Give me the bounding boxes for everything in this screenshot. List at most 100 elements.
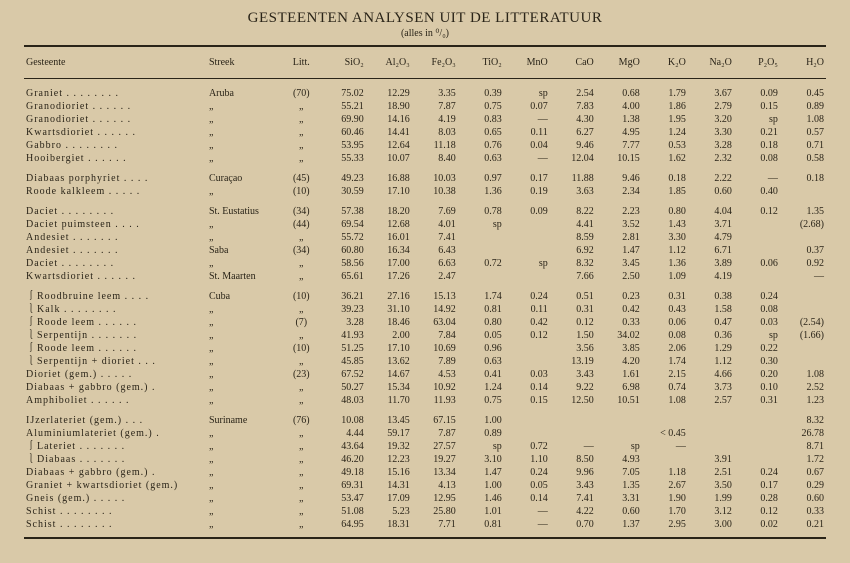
cell-gesteente: Graniet . . . . . . . . [24, 87, 207, 100]
cell-value: 1.58 [688, 303, 734, 316]
cell-value: 65.61 [320, 270, 366, 283]
cell-value: 1.79 [642, 87, 688, 100]
cell-streek: „ [207, 394, 283, 407]
cell-value [734, 244, 780, 257]
cell-value: < 0.45 [642, 427, 688, 440]
cell-gesteente: ⎰Roode leem . . . . . . [24, 342, 207, 355]
cell-litt: (45) [283, 172, 320, 185]
cell-value: 2.34 [596, 185, 642, 198]
cell-value: 13.62 [366, 355, 412, 368]
cell-streek: „ [207, 218, 283, 231]
cell-value: 7.87 [412, 427, 458, 440]
cell-streek: St. Maarten [207, 270, 283, 283]
cell-streek: „ [207, 316, 283, 329]
cell-value [596, 427, 642, 440]
col-na2o: Na₂O [688, 49, 734, 77]
cell-value: 18.20 [366, 205, 412, 218]
page-subtitle: (alles in ⁰/₀) [24, 28, 826, 39]
cell-value: 14.41 [366, 126, 412, 139]
cell-value: 0.15 [504, 394, 550, 407]
cell-value [504, 342, 550, 355]
cell-litt: (10) [283, 185, 320, 198]
cell-value: 1.47 [458, 466, 504, 479]
cell-value: 3.71 [688, 218, 734, 231]
cell-value: 14.31 [366, 479, 412, 492]
cell-value: 0.31 [642, 290, 688, 303]
cell-value: 3.50 [688, 479, 734, 492]
cell-value: 1.72 [780, 453, 826, 466]
cell-gesteente: Schist . . . . . . . . [24, 505, 207, 518]
cell-streek: „ [207, 303, 283, 316]
cell-value: 4.66 [688, 368, 734, 381]
cell-value: 3.43 [550, 479, 596, 492]
col-al2o3: Al₂O₃ [366, 49, 412, 77]
cell-value: 39.23 [320, 303, 366, 316]
table-row: ⎱Serpentijn . . . . . . .„„41.932.007.84… [24, 329, 826, 342]
cell-value: 3.30 [688, 126, 734, 139]
cell-value: 0.22 [734, 342, 780, 355]
cell-value: 0.20 [734, 368, 780, 381]
cell-litt: „ [283, 518, 320, 531]
cell-value: 1.00 [458, 414, 504, 427]
cell-value: 2.32 [688, 152, 734, 165]
cell-value [550, 414, 596, 427]
cell-value: 4.41 [550, 218, 596, 231]
cell-value: 0.60 [688, 185, 734, 198]
cell-value: 0.23 [596, 290, 642, 303]
cell-value: 3.31 [596, 492, 642, 505]
cell-value: 30.59 [320, 185, 366, 198]
cell-value [504, 270, 550, 283]
col-mgo: MgO [596, 49, 642, 77]
cell-value: 3.12 [688, 505, 734, 518]
cell-value: 16.01 [366, 231, 412, 244]
cell-value: 16.34 [366, 244, 412, 257]
cell-value: sp [504, 87, 550, 100]
cell-value: 2.22 [688, 172, 734, 185]
cell-value: 0.09 [734, 87, 780, 100]
cell-litt: (34) [283, 205, 320, 218]
cell-value: 50.27 [320, 381, 366, 394]
cell-value: 0.08 [734, 152, 780, 165]
cell-value: 0.29 [780, 479, 826, 492]
cell-value: 6.98 [596, 381, 642, 394]
cell-value: 4.44 [320, 427, 366, 440]
cell-value: sp [458, 440, 504, 453]
cell-streek: „ [207, 185, 283, 198]
table-row: ⎰Roode leem . . . . . .„(7)3.2818.4663.0… [24, 316, 826, 329]
cell-value: 10.69 [412, 342, 458, 355]
cell-value: 7.41 [412, 231, 458, 244]
cell-value: 1.61 [596, 368, 642, 381]
cell-value: 0.18 [734, 139, 780, 152]
cell-value: 5.23 [366, 505, 412, 518]
cell-value: 7.83 [550, 100, 596, 113]
table-row: Diabaas + gabbro (gem.) .„„49.1815.1613.… [24, 466, 826, 479]
cell-streek: „ [207, 152, 283, 165]
cell-litt: „ [283, 479, 320, 492]
cell-litt: „ [283, 381, 320, 394]
cell-value: 0.74 [642, 381, 688, 394]
cell-litt: „ [283, 394, 320, 407]
cell-value: 17.10 [366, 185, 412, 198]
cell-value: 4.30 [550, 113, 596, 126]
cell-value [734, 440, 780, 453]
cell-value: 27.16 [366, 290, 412, 303]
cell-streek: „ [207, 342, 283, 355]
cell-value: 0.02 [734, 518, 780, 531]
cell-value: (1.66) [780, 329, 826, 342]
cell-value: 0.37 [780, 244, 826, 257]
cell-gesteente: Gneis (gem.) . . . . . [24, 492, 207, 505]
table-row: Schist . . . . . . . .„„64.9518.317.710.… [24, 518, 826, 531]
cell-value: 1.12 [642, 244, 688, 257]
cell-value: 7.84 [412, 329, 458, 342]
cell-streek: „ [207, 100, 283, 113]
cell-value: 0.92 [780, 257, 826, 270]
cell-value: 2.95 [642, 518, 688, 531]
cell-value: 1.62 [642, 152, 688, 165]
cell-value [780, 355, 826, 368]
cell-value: 7.71 [412, 518, 458, 531]
cell-value: 0.81 [458, 518, 504, 531]
cell-value: 41.93 [320, 329, 366, 342]
table-row: Daciet puimsteen . . . .„(44)69.5412.684… [24, 218, 826, 231]
cell-value: 11.88 [550, 172, 596, 185]
cell-streek: „ [207, 518, 283, 531]
